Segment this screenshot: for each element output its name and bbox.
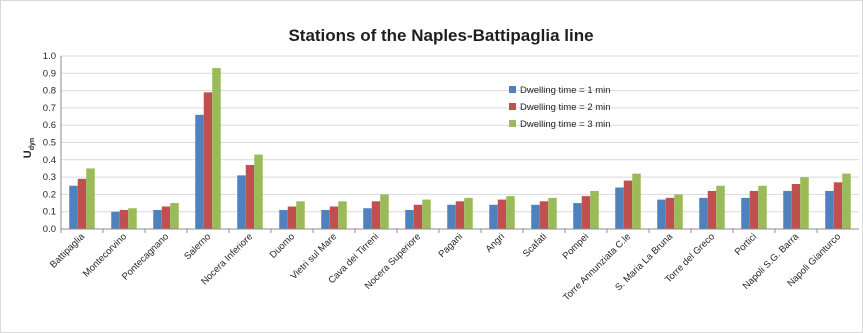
bar [590,191,599,229]
legend-label: Dwelling time = 2 min [520,102,611,113]
bar [204,92,213,229]
legend-swatch [509,86,516,93]
y-tick-label: 0.8 [43,86,56,97]
y-tick-label: 0.4 [43,155,56,166]
y-tick-label: 0.3 [43,172,56,183]
bar [405,210,414,229]
bar [792,184,801,229]
legend-label: Dwelling time = 3 min [520,119,611,130]
bar [162,207,171,229]
bar [237,175,246,229]
bar [288,207,297,229]
bar [834,182,843,229]
bar [170,203,179,229]
bar [674,194,683,229]
bar [321,210,330,229]
legend-label: Dwelling time = 1 min [520,85,611,96]
bar [708,191,717,229]
legend-swatch [509,103,516,110]
bar [666,198,675,229]
bar [531,205,540,229]
y-tick-label: 0.0 [43,224,56,235]
bar [741,198,750,229]
bar [279,210,288,229]
bar [758,186,767,229]
x-tick-label: Scafati [521,231,549,259]
x-tick-label: Angri [484,231,507,254]
bar [195,115,204,229]
y-tick-label: 1.0 [43,51,56,62]
y-axis-label-main: U [22,150,34,158]
bar [330,207,339,229]
bar [372,201,381,229]
y-tick-label: 0.9 [43,68,56,79]
bar [338,201,347,229]
chart-title: Stations of the Naples-Battipaglia line [288,26,593,45]
bar [498,200,507,229]
bar [506,196,515,229]
bar [111,212,120,229]
bar [78,179,87,229]
bar [254,155,263,229]
bar [657,200,666,229]
bar [86,168,95,229]
bar [447,205,456,229]
bar [548,198,557,229]
bar [842,174,851,229]
x-tick-label: Pagani [436,231,465,260]
bar [296,201,305,229]
y-tick-label: 0.1 [43,207,56,218]
bar [456,201,465,229]
bar [632,174,641,229]
legend-swatch [509,120,516,127]
y-tick-label: 0.7 [43,103,56,114]
bar [716,186,725,229]
bar [750,191,759,229]
y-axis-label-sub: dyn [29,138,36,150]
bar [624,181,633,229]
x-tick-label: Portici [733,231,759,257]
bar [153,210,162,229]
x-tick-label: Pompei [561,231,592,262]
bar [573,203,582,229]
x-tick-label: Salerno [182,231,213,262]
y-axis-label: Udyn [22,138,36,158]
bar [246,165,255,229]
bar [69,186,78,229]
bar [212,68,221,229]
x-tick-label: Battipaglia [48,231,88,271]
bar [363,208,372,229]
bar [825,191,834,229]
bar [414,205,423,229]
y-tick-label: 0.2 [43,189,56,200]
bar [489,205,498,229]
legend: Dwelling time = 1 min Dwelling time = 2 m… [509,85,611,130]
y-tick-label: 0.5 [43,138,56,149]
bar [699,198,708,229]
bar [380,194,389,229]
bar [422,200,431,229]
bar [128,208,137,229]
y-tick-label: 0.6 [43,120,56,131]
bar [800,177,809,229]
bar [783,191,792,229]
bar [615,187,624,229]
bars-layer [69,68,851,229]
bar [540,201,549,229]
bar [582,196,591,229]
bar [464,198,473,229]
bar [120,210,129,229]
x-tick-label: Duomo [268,231,297,260]
